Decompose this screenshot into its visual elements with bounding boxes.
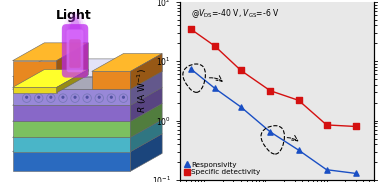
Polygon shape [12,120,162,137]
Polygon shape [12,105,130,121]
Circle shape [85,96,89,99]
Circle shape [37,96,40,99]
Circle shape [73,96,77,99]
Polygon shape [12,121,130,137]
Y-axis label: $R$ (A W$^{-1}$): $R$ (A W$^{-1}$) [135,69,149,113]
Point [353,172,359,175]
Circle shape [110,96,113,99]
Polygon shape [12,87,162,105]
Polygon shape [12,61,57,89]
Point [187,67,194,70]
Ellipse shape [67,14,83,64]
Circle shape [98,96,101,99]
Point [212,87,218,90]
Point [267,130,273,133]
Polygon shape [12,104,162,121]
Point [212,45,218,48]
Text: Light: Light [56,9,92,22]
Ellipse shape [65,13,85,66]
Polygon shape [12,77,130,89]
Point [353,125,359,128]
Point [238,69,244,72]
Point [238,106,244,108]
Polygon shape [12,152,130,171]
Polygon shape [12,87,57,93]
Point [296,149,302,152]
Point [324,168,330,171]
Polygon shape [130,134,162,171]
Polygon shape [12,59,162,77]
Circle shape [49,96,53,99]
Polygon shape [12,71,162,89]
Polygon shape [12,43,88,61]
Polygon shape [130,54,162,89]
Polygon shape [57,43,88,89]
Text: @$V_\mathregular{DS}$=-40 V, $V_\mathregular{GS}$=-6 V: @$V_\mathregular{DS}$=-40 V, $V_\mathreg… [191,7,280,20]
Ellipse shape [62,11,88,68]
Polygon shape [130,71,162,105]
Polygon shape [130,87,162,121]
Polygon shape [12,137,130,152]
Polygon shape [57,70,88,93]
Point [267,89,273,92]
Polygon shape [130,120,162,152]
Polygon shape [12,89,130,105]
Polygon shape [130,104,162,137]
Polygon shape [12,134,162,152]
Polygon shape [92,71,130,89]
FancyBboxPatch shape [69,39,81,68]
FancyBboxPatch shape [62,24,88,78]
Circle shape [122,96,125,99]
Polygon shape [12,70,88,87]
Point [187,27,194,30]
Circle shape [25,96,28,99]
Polygon shape [130,59,162,89]
Point [324,123,330,126]
Legend: Responsivity, Specific detectivity: Responsivity, Specific detectivity [183,160,262,177]
Circle shape [61,96,65,99]
Polygon shape [92,54,162,71]
Point [296,99,302,102]
Ellipse shape [69,17,81,62]
FancyBboxPatch shape [67,29,83,72]
